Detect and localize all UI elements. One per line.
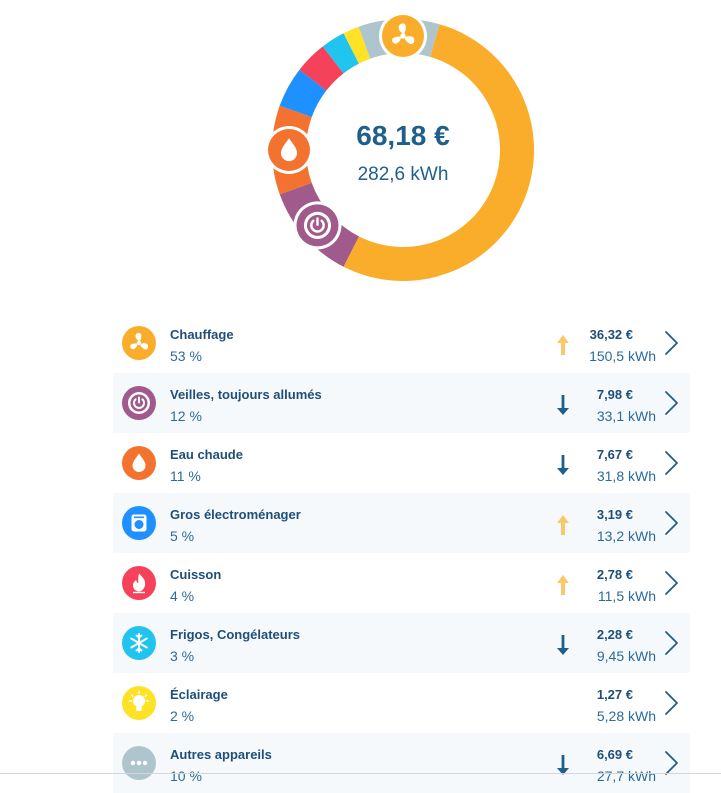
consumption-donut: 68,18 € 282,6 kWh [0, 0, 721, 300]
list-item-cuisson[interactable]: Cuisson 4 % 2,78 € 11,5 kWh [113, 553, 690, 613]
item-kwh: 13,2 kWh [596, 528, 656, 544]
washing-machine-icon [122, 506, 156, 540]
chevron-right-icon[interactable] [662, 329, 680, 357]
ring-badge-standby-icon [293, 201, 342, 250]
flame-icon [122, 566, 156, 600]
donut-segment-5 [322, 33, 359, 74]
donut-segment-0 [343, 24, 534, 281]
ring-badge-fan-icon [379, 12, 427, 60]
trend-down-icon [553, 753, 573, 777]
item-label: Eau chaude [170, 447, 243, 462]
item-euros: 36,32 € [589, 327, 633, 342]
item-percent: 2 % [170, 708, 195, 724]
standby-icon [122, 386, 156, 420]
water-drop-icon [122, 446, 156, 480]
list-item-frigos[interactable]: Frigos, Congélateurs 3 % 2,28 € 9,45 kWh [113, 613, 690, 673]
item-kwh: 150,5 kWh [589, 348, 656, 364]
chevron-right-icon[interactable] [662, 509, 680, 537]
snowflake-icon [122, 626, 156, 660]
item-percent: 5 % [170, 528, 195, 544]
item-kwh: 31,8 kWh [596, 468, 656, 484]
more-icon [122, 746, 156, 780]
list-item-eclairage[interactable]: Éclairage 2 % 1,27 € 5,28 kWh [113, 673, 690, 733]
item-label: Éclairage [170, 687, 228, 702]
trend-down-icon [553, 453, 573, 477]
trend-down-icon [553, 633, 573, 657]
item-percent: 53 % [170, 348, 202, 364]
item-euros: 2,78 € [596, 567, 633, 582]
item-kwh: 27,7 kWh [596, 768, 656, 784]
chevron-right-icon[interactable] [662, 389, 680, 417]
list-item-eau-chaude[interactable]: Eau chaude 11 % 7,67 € 31,8 kWh [113, 433, 690, 493]
item-percent: 10 % [170, 768, 202, 784]
fan-icon [122, 326, 156, 360]
item-euros: 7,98 € [596, 387, 633, 402]
item-label: Autres appareils [170, 747, 272, 762]
item-kwh: 5,28 kWh [596, 708, 656, 724]
item-euros: 3,19 € [596, 507, 633, 522]
donut-segment-3 [279, 69, 327, 118]
item-label: Cuisson [170, 567, 222, 582]
item-percent: 4 % [170, 588, 195, 604]
lightbulb-icon [122, 686, 156, 720]
chevron-right-icon[interactable] [662, 629, 680, 657]
trend-none [553, 693, 573, 717]
item-percent: 11 % [170, 468, 201, 484]
item-label: Chauffage [170, 327, 234, 342]
item-euros: 2,28 € [596, 627, 633, 642]
divider [0, 773, 721, 774]
chevron-right-icon[interactable] [662, 569, 680, 597]
trend-down-icon [553, 393, 573, 417]
item-kwh: 9,45 kWh [596, 648, 656, 664]
item-kwh: 33,1 kWh [596, 408, 656, 424]
list-item-chauffage[interactable]: Chauffage 53 % 36,32 € 150,5 kWh [113, 313, 690, 373]
donut-segment-6 [343, 26, 371, 64]
item-euros: 7,67 € [596, 447, 633, 462]
trend-up-icon [553, 573, 573, 597]
trend-up-icon [553, 513, 573, 537]
total-energy: 282,6 kWh [357, 164, 449, 185]
trend-up-icon [553, 333, 573, 357]
item-label: Gros électroménager [170, 507, 301, 522]
consumption-list: Chauffage 53 % 36,32 € 150,5 kWh Veilles… [113, 313, 690, 793]
item-label: Veilles, toujours allumés [170, 387, 322, 402]
item-percent: 12 % [170, 408, 202, 424]
chevron-right-icon[interactable] [662, 689, 680, 717]
total-amount: 68,18 € [356, 120, 450, 151]
ring-badge-water-drop-icon [265, 126, 313, 174]
list-item-veilles[interactable]: Veilles, toujours allumés 12 % 7,98 € 33… [113, 373, 690, 433]
chevron-right-icon[interactable] [662, 749, 680, 777]
item-label: Frigos, Congélateurs [170, 627, 301, 642]
item-kwh: 11,5 kWh [597, 588, 656, 604]
item-percent: 3 % [170, 648, 195, 664]
donut-chart [265, 12, 534, 281]
list-item-gros-electromenager[interactable]: Gros électroménager 5 % 3,19 € 13,2 kWh [113, 493, 690, 553]
donut-segment-4 [299, 46, 344, 91]
list-item-autres[interactable]: Autres appareils 10 % 6,69 € 27,7 kWh [113, 733, 690, 793]
item-euros: 1,27 € [596, 687, 633, 702]
item-euros: 6,69 € [596, 747, 633, 762]
chevron-right-icon[interactable] [662, 449, 680, 477]
